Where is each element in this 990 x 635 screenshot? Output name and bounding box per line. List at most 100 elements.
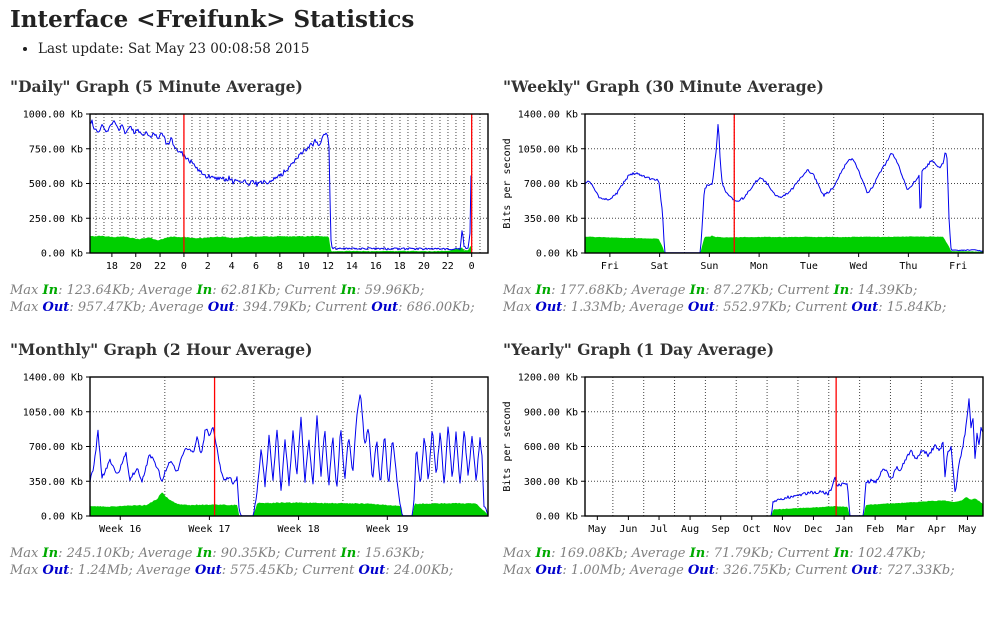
svg-text:14: 14 bbox=[346, 261, 358, 272]
svg-text:Apr: Apr bbox=[928, 524, 946, 535]
out-label: Out bbox=[42, 563, 70, 579]
svg-text:22: 22 bbox=[154, 261, 166, 272]
svg-text:8: 8 bbox=[277, 261, 283, 272]
yearly-graph-stats: Max In: 169.08Kb; Average In: 71.79Kb; C… bbox=[503, 545, 990, 579]
svg-text:1200.00 Kb: 1200.00 Kb bbox=[518, 373, 578, 384]
svg-text:Jun: Jun bbox=[619, 524, 637, 535]
in-label: In bbox=[689, 283, 706, 298]
out-label: Out bbox=[42, 300, 70, 316]
stats-line-in: Max In: 177.68Kb; Average In: 87.27Kb; C… bbox=[503, 283, 918, 298]
svg-text:20: 20 bbox=[130, 261, 142, 272]
svg-text:18: 18 bbox=[394, 261, 406, 272]
svg-text:May: May bbox=[958, 524, 976, 535]
svg-text:Aug: Aug bbox=[681, 524, 699, 535]
svg-text:Nov: Nov bbox=[773, 524, 791, 535]
weekly-y-axis-label: Bits per second bbox=[502, 138, 513, 228]
out-label: Out bbox=[535, 563, 563, 579]
in-label: In bbox=[535, 283, 552, 298]
out-label: Out bbox=[687, 563, 715, 579]
out-label: Out bbox=[194, 563, 222, 579]
svg-text:12: 12 bbox=[322, 261, 334, 272]
svg-text:700.00 Kb: 700.00 Kb bbox=[524, 179, 578, 190]
svg-text:Dec: Dec bbox=[804, 524, 822, 535]
out-label: Out bbox=[687, 300, 715, 316]
in-label: In bbox=[535, 546, 552, 562]
svg-text:Fri: Fri bbox=[949, 261, 967, 272]
stats-line-out: Max Out: 1.00Mb; Average Out: 326.75Kb; … bbox=[503, 563, 955, 579]
in-label: In bbox=[42, 546, 59, 562]
in-label: In bbox=[340, 546, 357, 562]
out-label: Out bbox=[207, 300, 235, 316]
svg-text:22: 22 bbox=[442, 261, 454, 272]
monthly-chart-svg: 1400.00 Kb 1050.00 Kb 700.00 Kb 350.00 Kb 0.… bbox=[23, 373, 489, 535]
svg-text:Fri: Fri bbox=[601, 261, 619, 272]
daily-graph-stats: Max In: 123.64Kb; Average In: 62.81Kb; C… bbox=[10, 282, 501, 316]
stats-line-out: Max Out: 1.33Mb; Average Out: 552.97Kb; … bbox=[503, 300, 947, 316]
svg-text:0: 0 bbox=[181, 261, 187, 272]
svg-text:Week 18: Week 18 bbox=[277, 524, 319, 535]
graph-panel-daily: "Daily" Graph (5 Minute Average) 1000.00… bbox=[8, 67, 501, 330]
monthly-graph-image: 1400.00 Kb 1050.00 Kb 700.00 Kb 350.00 Kb 0.… bbox=[8, 369, 501, 537]
svg-text:1000.00 Kb: 1000.00 Kb bbox=[23, 110, 83, 121]
stats-line-in: Max In: 245.10Kb; Average In: 90.35Kb; C… bbox=[10, 546, 425, 562]
graph-panel-monthly: "Monthly" Graph (2 Hour Average) 1400.00… bbox=[8, 330, 501, 593]
daily-graph-image: 1000.00 Kb 750.00 Kb 500.00 Kb 250.00 Kb 0.0… bbox=[8, 106, 501, 274]
svg-text:900.00 Kb: 900.00 Kb bbox=[524, 408, 578, 419]
weekly-graph-title: "Weekly" Graph (30 Minute Average) bbox=[503, 77, 824, 96]
in-label: In bbox=[833, 546, 850, 562]
svg-text:18: 18 bbox=[106, 261, 118, 272]
svg-text:Jan: Jan bbox=[835, 524, 853, 535]
meta-list: Last update: Sat May 23 00:08:58 2015 bbox=[8, 41, 990, 57]
svg-text:0: 0 bbox=[469, 261, 475, 272]
svg-text:750.00 Kb: 750.00 Kb bbox=[29, 144, 83, 155]
svg-text:16: 16 bbox=[370, 261, 382, 272]
weekly-graph-image: 1400.00 Kb 1050.00 Kb 700.00 Kb 350.00 Kb 0.… bbox=[501, 106, 990, 274]
page-title: Interface <Freifunk> Statistics bbox=[10, 6, 415, 33]
out-label: Out bbox=[851, 563, 879, 579]
svg-text:Week 17: Week 17 bbox=[188, 524, 230, 535]
in-label: In bbox=[689, 546, 706, 562]
svg-text:1050.00 Kb: 1050.00 Kb bbox=[518, 144, 578, 155]
yearly-chart-svg: 1200.00 Kb 900.00 Kb 600.00 Kb 300.00 Kb 0.0… bbox=[502, 373, 984, 535]
monthly-graph-title: "Monthly" Graph (2 Hour Average) bbox=[10, 340, 313, 360]
last-update-text: Last update: Sat May 23 00:08:58 2015 bbox=[38, 41, 990, 57]
out-label: Out bbox=[535, 300, 563, 316]
svg-text:300.00 Kb: 300.00 Kb bbox=[524, 477, 578, 488]
stats-line-out: Max Out: 1.24Mb; Average Out: 575.45Kb; … bbox=[10, 563, 454, 579]
out-label: Out bbox=[851, 300, 879, 316]
svg-text:Week 16: Week 16 bbox=[99, 524, 141, 535]
svg-text:6: 6 bbox=[253, 261, 259, 272]
daily-graph-title: "Daily" Graph (5 Minute Average) bbox=[10, 77, 303, 96]
svg-text:Wed: Wed bbox=[850, 261, 868, 272]
in-label: In bbox=[196, 546, 213, 562]
svg-text:Sat: Sat bbox=[651, 261, 669, 272]
svg-text:Tue: Tue bbox=[800, 261, 818, 272]
graphs-grid: "Daily" Graph (5 Minute Average) 1000.00… bbox=[8, 67, 990, 594]
graph-panel-yearly: "Yearly" Graph (1 Day Average) 1200.00 K… bbox=[501, 330, 990, 593]
svg-text:1400.00 Kb: 1400.00 Kb bbox=[518, 110, 578, 121]
svg-text:Thu: Thu bbox=[899, 261, 917, 272]
svg-text:20: 20 bbox=[418, 261, 430, 272]
svg-text:4: 4 bbox=[229, 261, 235, 272]
svg-text:Mon: Mon bbox=[750, 261, 768, 272]
svg-text:Jul: Jul bbox=[650, 524, 668, 535]
monthly-graph-stats: Max In: 245.10Kb; Average In: 90.35Kb; C… bbox=[10, 545, 501, 579]
svg-text:350.00 Kb: 350.00 Kb bbox=[29, 477, 83, 488]
svg-text:Mar: Mar bbox=[897, 524, 915, 535]
svg-text:1400.00 Kb: 1400.00 Kb bbox=[23, 373, 83, 384]
yearly-graph-image: 1200.00 Kb 900.00 Kb 600.00 Kb 300.00 Kb 0.0… bbox=[501, 369, 990, 537]
out-label: Out bbox=[358, 563, 386, 579]
svg-text:Oct: Oct bbox=[743, 524, 761, 535]
svg-text:Sun: Sun bbox=[700, 261, 718, 272]
graph-panel-weekly: "Weekly" Graph (30 Minute Average) 1400.… bbox=[501, 67, 990, 330]
stats-line-out: Max Out: 957.47Kb; Average Out: 394.79Kb… bbox=[10, 300, 475, 316]
in-label: In bbox=[196, 283, 213, 298]
svg-text:0.00 Kb: 0.00 Kb bbox=[41, 512, 83, 523]
yearly-graph-title: "Yearly" Graph (1 Day Average) bbox=[503, 340, 775, 360]
weekly-chart-svg: 1400.00 Kb 1050.00 Kb 700.00 Kb 350.00 Kb 0.… bbox=[502, 110, 984, 272]
in-label: In bbox=[42, 283, 59, 298]
stats-line-in: Max In: 169.08Kb; Average In: 71.79Kb; C… bbox=[503, 546, 926, 562]
out-label: Out bbox=[371, 300, 399, 316]
in-label: In bbox=[340, 283, 357, 298]
svg-text:10: 10 bbox=[298, 261, 310, 272]
